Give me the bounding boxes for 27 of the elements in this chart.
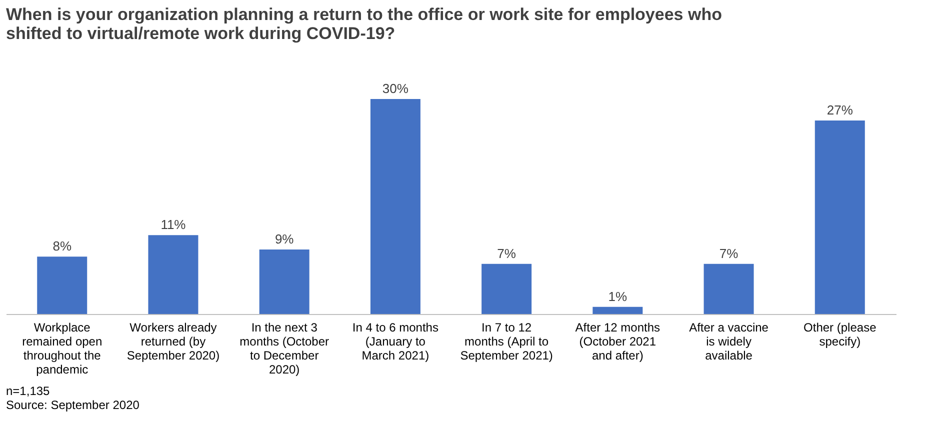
x-tick-label: In 7 to 12 months (April to September 2021) xyxy=(460,320,553,362)
x-tick-label: In 4 to 6 months (January to March 2021) xyxy=(352,320,438,362)
bar xyxy=(148,235,198,314)
x-tick-label: Workplace remained open throughout the pandemic xyxy=(22,320,102,376)
data-label: 7% xyxy=(719,246,739,261)
data-label: 30% xyxy=(382,81,409,96)
data-label: 9% xyxy=(274,232,294,246)
bar xyxy=(482,264,532,314)
data-label: 7% xyxy=(497,246,516,261)
x-tick-label: After 12 months (October 2021 and after) xyxy=(575,320,660,362)
text: n=1,135 xyxy=(6,384,50,398)
bar xyxy=(37,256,88,314)
bar xyxy=(370,99,420,314)
chart-title: When is your organization planning a return to the office or work site for employees who shifted to virtual/remote work during COVID-19? xyxy=(6,5,722,43)
source-note: Source: September 2020 xyxy=(6,398,140,412)
bar xyxy=(592,306,643,314)
data-label: 8% xyxy=(52,238,72,254)
bar xyxy=(704,264,754,314)
x-tick-label: In the next 3 months (October to December 2020) xyxy=(240,320,330,376)
data-label: 27% xyxy=(826,102,854,118)
x-tick-label: After a vaccine is widely available xyxy=(689,320,769,362)
bar xyxy=(814,120,865,314)
data-label: 1% xyxy=(608,288,628,304)
x-tick-label: Workers already returned (by September 2020) xyxy=(126,320,220,362)
x-tick-label: Other (please specify) xyxy=(804,320,877,348)
bar xyxy=(259,250,310,314)
data-label: 11% xyxy=(160,217,186,232)
